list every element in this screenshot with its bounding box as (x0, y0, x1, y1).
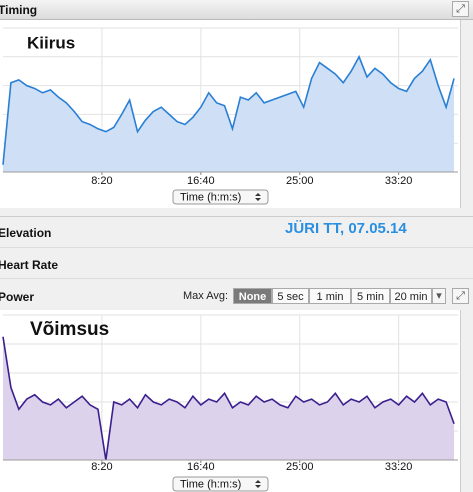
power-row: Power (0, 280, 473, 310)
x-tick-label: 33:20 (385, 175, 413, 187)
section-label: Heart Rate (0, 258, 59, 272)
selector-arrow (255, 193, 261, 201)
dropdown-button[interactable]: ▾ (432, 288, 446, 304)
x-tick-label: 33:20 (385, 461, 413, 473)
section-label: Timing (0, 3, 38, 17)
x-tick-label: 25:00 (286, 461, 314, 473)
x-tick-label: 16:40 (187, 175, 215, 187)
line (2, 336, 455, 461)
expand-button[interactable]: ⤢ (452, 288, 469, 304)
section-label: Elevation (0, 226, 52, 240)
max-avg-label: Max Avg: (183, 290, 229, 302)
elevation-row: Elevation (0, 216, 473, 248)
axis-selector-label: Time (h:m:s) (180, 478, 241, 490)
timing-header: Timing (0, 0, 473, 20)
x-tick-label: 25:00 (286, 175, 314, 187)
x-tick-label: 16:40 (187, 461, 215, 473)
speed-chart: 8:20 16:40 25:00 33:20 Kiirus Time (h:m:s) (0, 20, 461, 208)
area (3, 336, 455, 460)
expand-button[interactable]: ⤢ (452, 1, 469, 17)
area (3, 56, 455, 172)
avg-button[interactable]: 5 sec (272, 288, 309, 304)
chart-title: Võimsus (30, 319, 109, 340)
power-chart: 8:20 16:40 25:00 33:20 Võimsus Time (h:m:s) (0, 310, 461, 492)
avg-button[interactable]: 5 min (351, 288, 390, 304)
axis-selector-label: Time (h:m:s) (180, 191, 241, 203)
x-tick-label: 8:20 (91, 175, 112, 187)
chart-title: Kiirus (27, 33, 75, 52)
avg-button[interactable]: None (233, 288, 272, 304)
axis-selector[interactable] (172, 189, 269, 205)
x-tick-label: 8:20 (91, 461, 112, 473)
selector-arrow (255, 480, 261, 488)
section-label: Power (0, 290, 35, 304)
annotation: JÜRI TT, 07.05.14 (285, 220, 407, 237)
avg-button[interactable]: 1 min (309, 288, 351, 304)
axis-selector[interactable] (172, 476, 269, 492)
avg-button[interactable]: 20 min (390, 288, 432, 304)
heart-rate-row: Heart Rate (0, 248, 473, 279)
line (2, 54, 455, 165)
